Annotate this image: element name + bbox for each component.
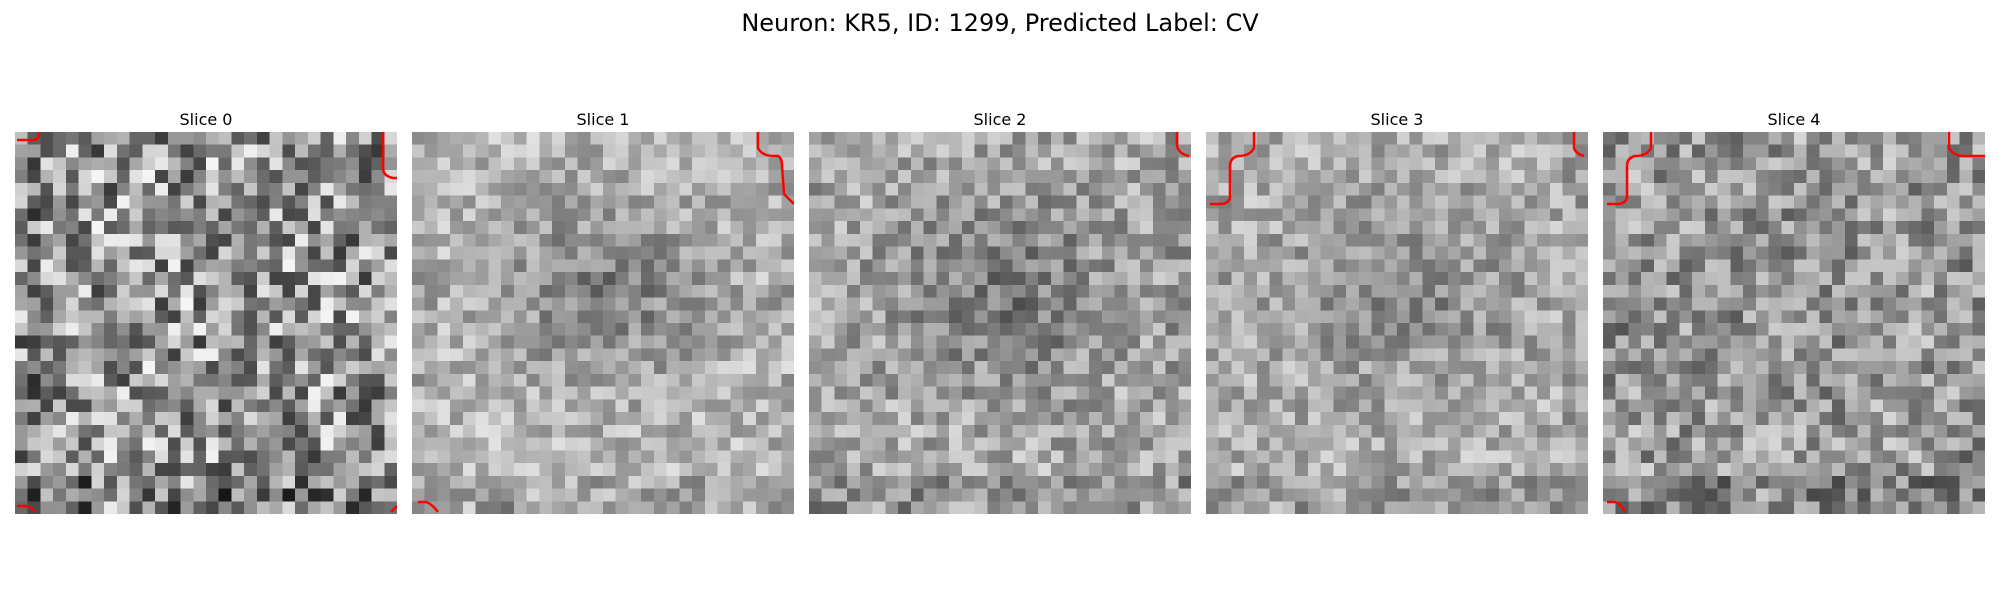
slice-title: Slice 1 bbox=[576, 110, 630, 129]
slice-title: Slice 4 bbox=[1767, 110, 1821, 129]
slice-image bbox=[1206, 132, 1588, 514]
slice-panel-2: Slice 2 bbox=[809, 108, 1191, 514]
slice-image bbox=[1603, 132, 1985, 514]
slice-image bbox=[412, 132, 794, 514]
figure-title: Neuron: KR5, ID: 1299, Predicted Label: … bbox=[741, 9, 1259, 37]
slice-title: Slice 3 bbox=[1370, 110, 1424, 129]
slice-title: Slice 0 bbox=[179, 110, 233, 129]
slice-panel-0: Slice 0 bbox=[15, 108, 397, 514]
slice-title: Slice 2 bbox=[973, 110, 1027, 129]
slice-image bbox=[15, 132, 397, 514]
slice-image bbox=[809, 132, 1191, 514]
slice-panel-1: Slice 1 bbox=[412, 108, 794, 514]
slice-panel-4: Slice 4 bbox=[1603, 108, 1985, 514]
slice-panel-3: Slice 3 bbox=[1206, 108, 1588, 514]
